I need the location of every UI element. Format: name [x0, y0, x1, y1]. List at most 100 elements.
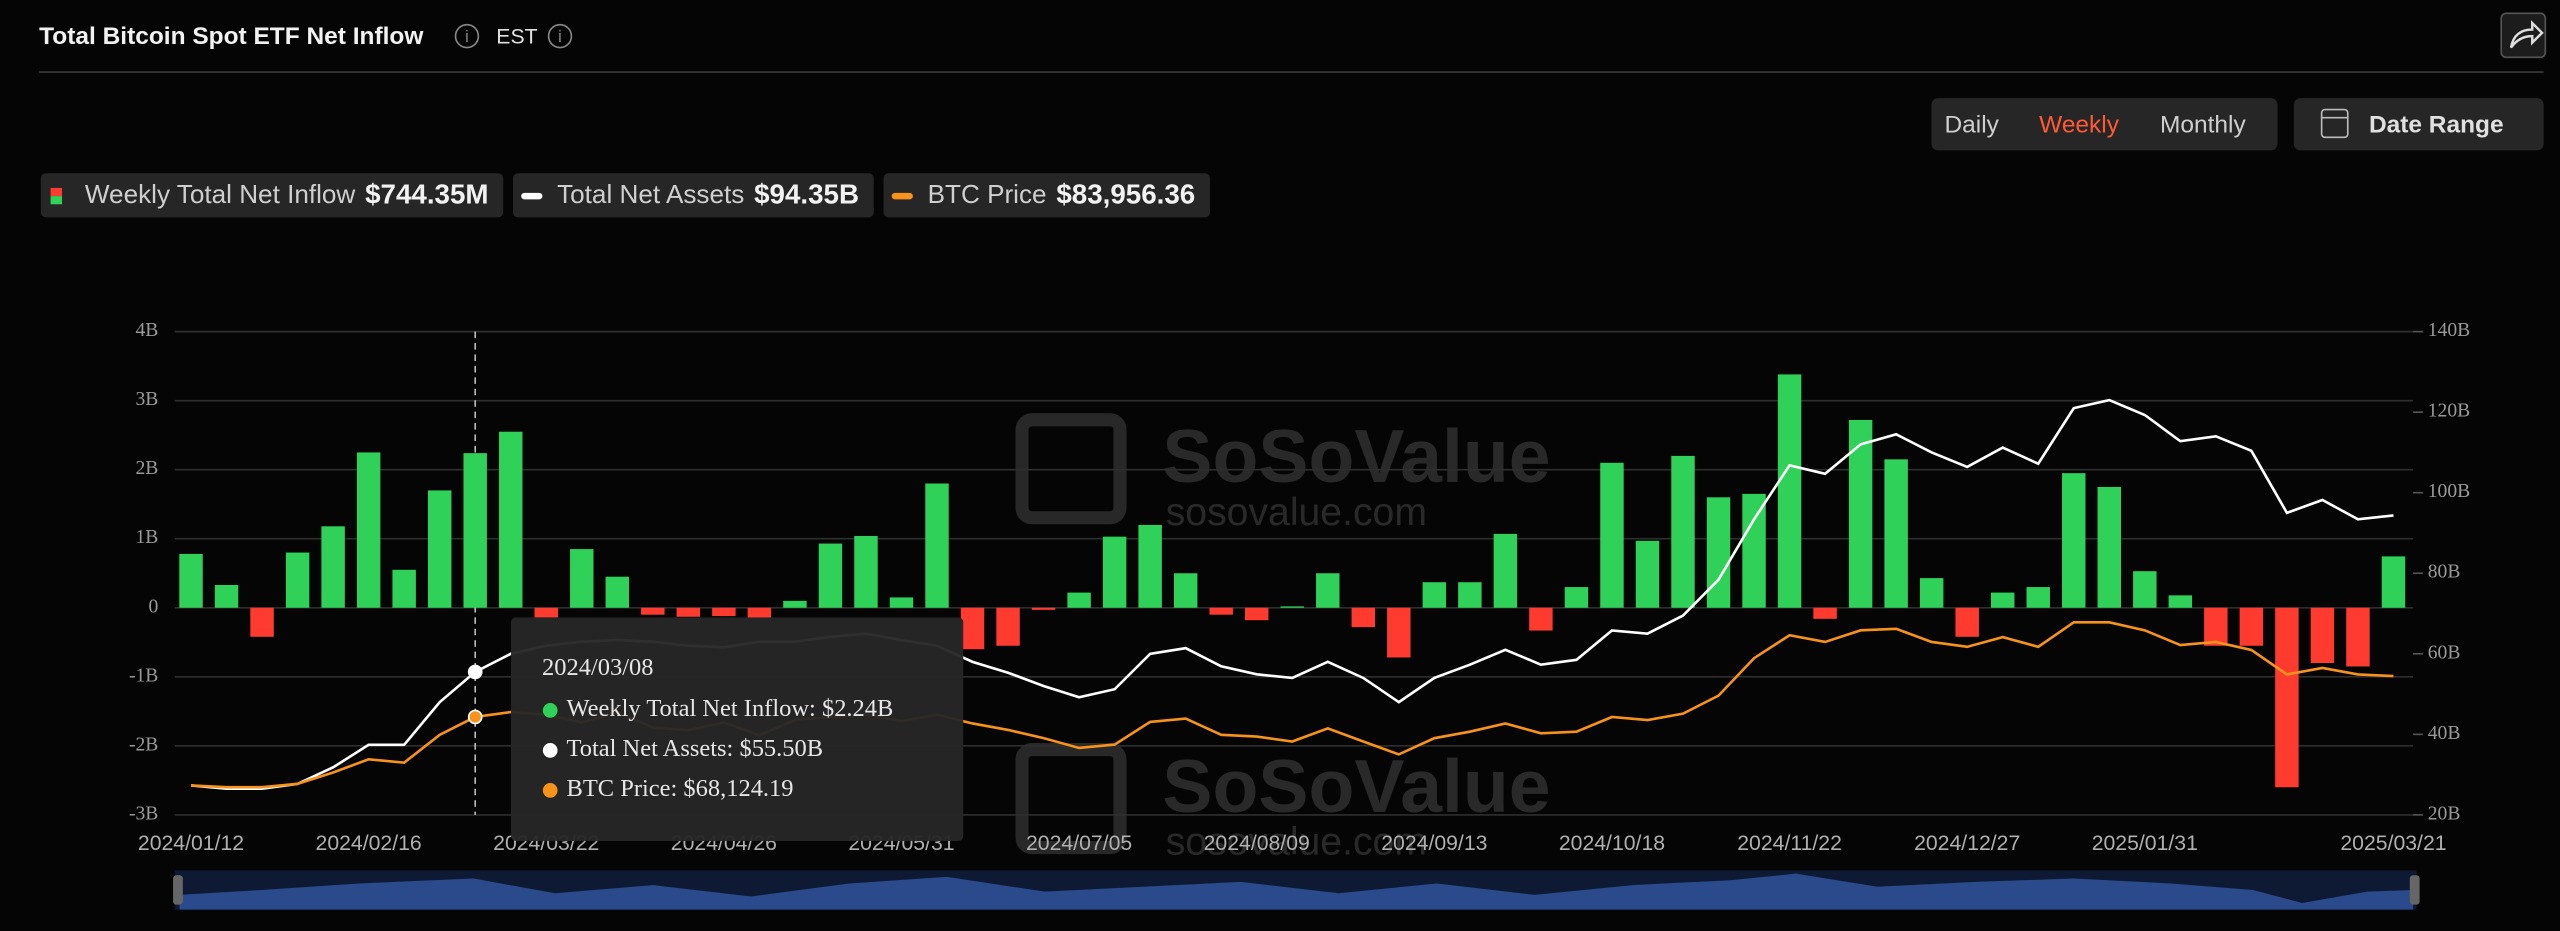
bar[interactable]	[534, 607, 558, 618]
bar[interactable]	[641, 607, 665, 615]
y-tick-label: 3B	[136, 389, 159, 410]
bar[interactable]	[1955, 607, 1979, 637]
bar[interactable]	[2346, 607, 2370, 667]
bar[interactable]	[1777, 374, 1802, 608]
period-button[interactable]: Monthly	[2160, 111, 2246, 138]
y-tick-label: 0	[149, 596, 159, 617]
bar[interactable]	[1635, 540, 1660, 608]
bar[interactable]	[1671, 455, 1695, 608]
bar[interactable]	[321, 526, 345, 608]
legend-swatch	[50, 187, 63, 197]
bar[interactable]	[250, 607, 274, 637]
date-range-label: Date Range	[2369, 111, 2504, 138]
legend-item[interactable]	[40, 173, 504, 218]
navigator-handle[interactable]	[2409, 875, 2420, 905]
legend-name: Weekly Total Net Inflow	[85, 179, 356, 209]
bar[interactable]	[499, 431, 523, 608]
bar[interactable]	[1990, 592, 2015, 608]
bar[interactable]	[1600, 462, 1624, 608]
bar[interactable]	[1884, 459, 1908, 608]
bar[interactable]	[747, 607, 772, 619]
bar[interactable]	[996, 607, 1020, 646]
bar[interactable]	[2310, 607, 2335, 664]
bar[interactable]	[712, 607, 736, 617]
period-button[interactable]: Daily	[1944, 111, 1999, 138]
bar[interactable]	[1458, 582, 1482, 608]
bar[interactable]	[1848, 419, 1873, 608]
bar[interactable]	[2026, 587, 2050, 608]
legend-value: $744.35M	[365, 178, 488, 209]
bar[interactable]	[1138, 524, 1162, 608]
bar[interactable]	[1813, 607, 1837, 619]
bar[interactable]	[1244, 607, 1269, 621]
bar[interactable]	[570, 549, 594, 608]
bar[interactable]	[676, 607, 701, 617]
bar[interactable]	[1706, 497, 1731, 608]
bar[interactable]	[427, 490, 452, 608]
tooltip-bullet	[542, 743, 558, 758]
bar[interactable]	[1316, 573, 1340, 608]
legend: Weekly Total Net Inflow $744.35M Total Net…	[40, 173, 1210, 218]
bar[interactable]	[285, 552, 310, 608]
info-icon[interactable]	[454, 23, 480, 49]
title: Total Bitcoin Spot ETF Net Inflow	[39, 23, 424, 50]
legend-item[interactable]	[513, 173, 874, 218]
bar[interactable]	[1351, 607, 1376, 628]
bar[interactable]	[2097, 486, 2122, 608]
bar[interactable]	[960, 607, 985, 650]
tooltip-box	[511, 617, 964, 842]
legend-item[interactable]	[883, 173, 1210, 218]
bar[interactable]	[463, 453, 487, 608]
bar[interactable]	[1387, 607, 1411, 658]
bar[interactable]	[1564, 587, 1589, 608]
bar[interactable]	[179, 553, 203, 608]
bar[interactable]	[2133, 571, 2157, 608]
bar[interactable]	[818, 543, 843, 608]
bar[interactable]	[2239, 607, 2264, 646]
navigator-handle[interactable]	[173, 875, 183, 905]
bar[interactable]	[1493, 533, 1518, 608]
bar[interactable]	[605, 576, 630, 608]
hover-point	[467, 709, 483, 725]
x-tick-label: 2024/09/13	[1381, 832, 1487, 855]
bar[interactable]	[1067, 592, 1091, 608]
bar[interactable]	[1422, 582, 1447, 608]
info-icon-glyph: i	[465, 28, 469, 46]
tooltip-bullet	[542, 783, 558, 798]
bar[interactable]	[214, 584, 239, 608]
bar[interactable]	[392, 569, 416, 608]
bar[interactable]	[925, 483, 949, 608]
bar[interactable]	[2275, 607, 2299, 788]
bar[interactable]	[854, 535, 878, 608]
bar[interactable]	[2204, 607, 2228, 646]
period-button[interactable]: Weekly	[2039, 111, 2120, 138]
bar[interactable]	[1529, 607, 1553, 631]
bar[interactable]	[783, 600, 807, 608]
bar[interactable]	[889, 597, 914, 608]
bar[interactable]	[1280, 606, 1304, 608]
bar[interactable]	[1031, 607, 1056, 610]
bar[interactable]	[356, 452, 381, 608]
bar[interactable]	[2381, 556, 2406, 608]
bar[interactable]	[2062, 473, 2086, 608]
y2-tick-label: 100B	[2428, 481, 2470, 502]
watermark-logo	[1015, 743, 1127, 855]
info-icon[interactable]	[547, 23, 573, 49]
bar[interactable]	[1209, 607, 1233, 615]
bar[interactable]	[1742, 493, 1766, 608]
bar[interactable]	[1102, 536, 1127, 608]
bar[interactable]	[1919, 578, 1944, 608]
bar[interactable]	[1173, 573, 1198, 608]
bar[interactable]	[2168, 595, 2193, 608]
timezone[interactable]: EST	[496, 25, 537, 48]
watermarks: SoSoValuesosovalue.comSoSoValuesosovalue…	[1015, 413, 1551, 864]
period-switch	[1931, 98, 2278, 151]
y2-tick-label: 140B	[2428, 320, 2470, 341]
tooltip-row: BTC Price: $68,124.19	[567, 775, 794, 802]
legend-swatch	[50, 196, 63, 205]
legend-name: BTC Price	[928, 179, 1047, 209]
period-buttons: Daily Weekly Monthly	[1944, 111, 2246, 138]
date-range-button[interactable]	[2293, 98, 2544, 151]
x-tick-label: 2025/01/31	[2092, 832, 2198, 855]
